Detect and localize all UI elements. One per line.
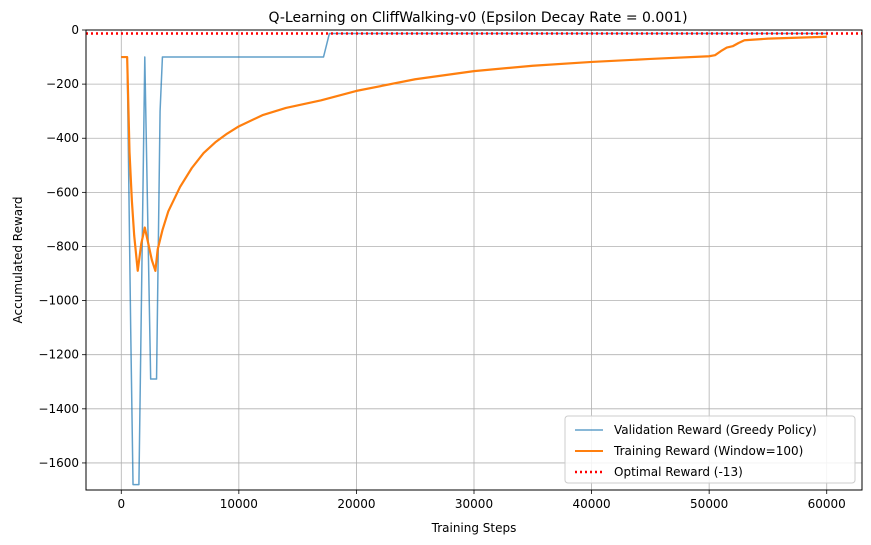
y-tick-label: −200 [46, 77, 79, 91]
y-tick-label: −600 [46, 185, 79, 199]
x-tick-label: 30000 [455, 497, 493, 511]
legend-label-optimal: Optimal Reward (-13) [614, 465, 743, 479]
series-line-training [121, 35, 827, 272]
y-tick-label: −1200 [38, 348, 79, 362]
series-line-validation [121, 32, 827, 486]
x-tick-label: 50000 [690, 497, 728, 511]
y-tick-label: −1600 [38, 456, 79, 470]
y-tick-label: −1400 [38, 402, 79, 416]
chart-title: Q-Learning on CliffWalking-v0 (Epsilon D… [268, 10, 687, 26]
x-tick-label: 10000 [220, 497, 258, 511]
y-tick-label: 0 [71, 23, 79, 37]
x-tick-label: 40000 [572, 497, 610, 511]
x-tick-label: 0 [117, 497, 125, 511]
x-tick-label: 60000 [808, 497, 846, 511]
legend-box [564, 415, 856, 484]
x-axis-label: Training Steps [431, 521, 517, 535]
y-axis-label: Accumulated Reward [11, 197, 25, 324]
y-tick-label: −400 [46, 131, 79, 145]
y-tick-label: −800 [46, 239, 79, 253]
legend: Validation Reward (Greedy Policy) Traini… [564, 415, 856, 484]
legend-label-validation: Validation Reward (Greedy Policy) [614, 423, 817, 437]
y-tick-label: −1000 [38, 294, 79, 308]
ticks: 0 10000 20000 30000 40000 50000 60000 0 −200 −400… [38, 23, 845, 511]
legend-label-training: Training Reward (Window=100) [613, 444, 803, 458]
x-tick-label: 20000 [337, 497, 375, 511]
series-group [86, 32, 862, 486]
